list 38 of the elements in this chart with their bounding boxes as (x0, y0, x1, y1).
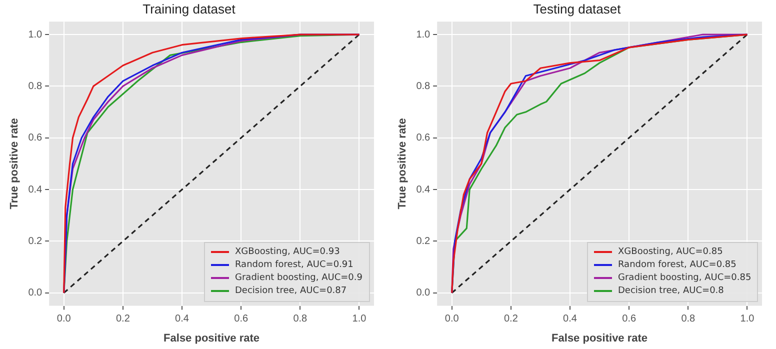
y-axis-title: True positive rate (8, 118, 21, 210)
legend-label: Decision tree, AUC=0.8 (618, 284, 724, 298)
y-axis-title: True positive rate (396, 118, 409, 210)
x-tick-label: 0.4 (563, 314, 578, 325)
y-tick-label: 0.8 (28, 80, 43, 92)
legend-label: Gradient boosting, AUC=0.85 (618, 272, 752, 285)
x-tick-label: 0.8 (293, 314, 308, 325)
x-tick-label: 0.0 (56, 314, 72, 325)
legend-label: Gradient boosting, AUC=0.9 (235, 272, 362, 285)
x-tick-label: 0.6 (622, 314, 636, 325)
legend-label: Random forest, AUC=0.91 (235, 258, 354, 272)
x-tick-label: 0.8 (681, 314, 696, 325)
legend-label: XGBoosting, AUC=0.85 (618, 246, 723, 259)
x-tick-label: 0.2 (504, 314, 518, 325)
y-tick-label: 0.2 (416, 236, 431, 247)
x-tick-label: 1.0 (352, 314, 367, 325)
x-tick-label: 0.6 (234, 314, 248, 325)
legend-label: Random forest, AUC=0.85 (618, 258, 736, 272)
y-tick-label: 0.4 (416, 184, 431, 196)
legend-label: Decision tree, AUC=0.87 (235, 284, 347, 298)
y-tick-label: 0.8 (416, 80, 431, 92)
x-tick-label: 0.0 (444, 314, 460, 325)
y-tick-label: 1.0 (28, 29, 43, 40)
x-axis-title: False positive rate (164, 332, 260, 344)
legend-label: XGBoosting, AUC=0.93 (235, 246, 340, 259)
y-tick-label: 0.0 (416, 288, 431, 299)
y-tick-label: 0.6 (28, 132, 43, 144)
x-tick-label: 0.2 (116, 314, 130, 325)
y-tick-label: 0.4 (28, 184, 43, 196)
y-tick-label: 0.6 (416, 132, 431, 144)
x-tick-label: 0.4 (175, 314, 190, 325)
x-tick-label: 1.0 (740, 314, 755, 325)
y-tick-label: 0.2 (28, 236, 43, 247)
chart-title: Testing dataset (533, 1, 622, 16)
x-axis-title: False positive rate (552, 332, 648, 344)
y-tick-label: 1.0 (416, 29, 431, 40)
chart-title: Training dataset (142, 1, 236, 16)
y-tick-label: 0.0 (28, 288, 43, 299)
